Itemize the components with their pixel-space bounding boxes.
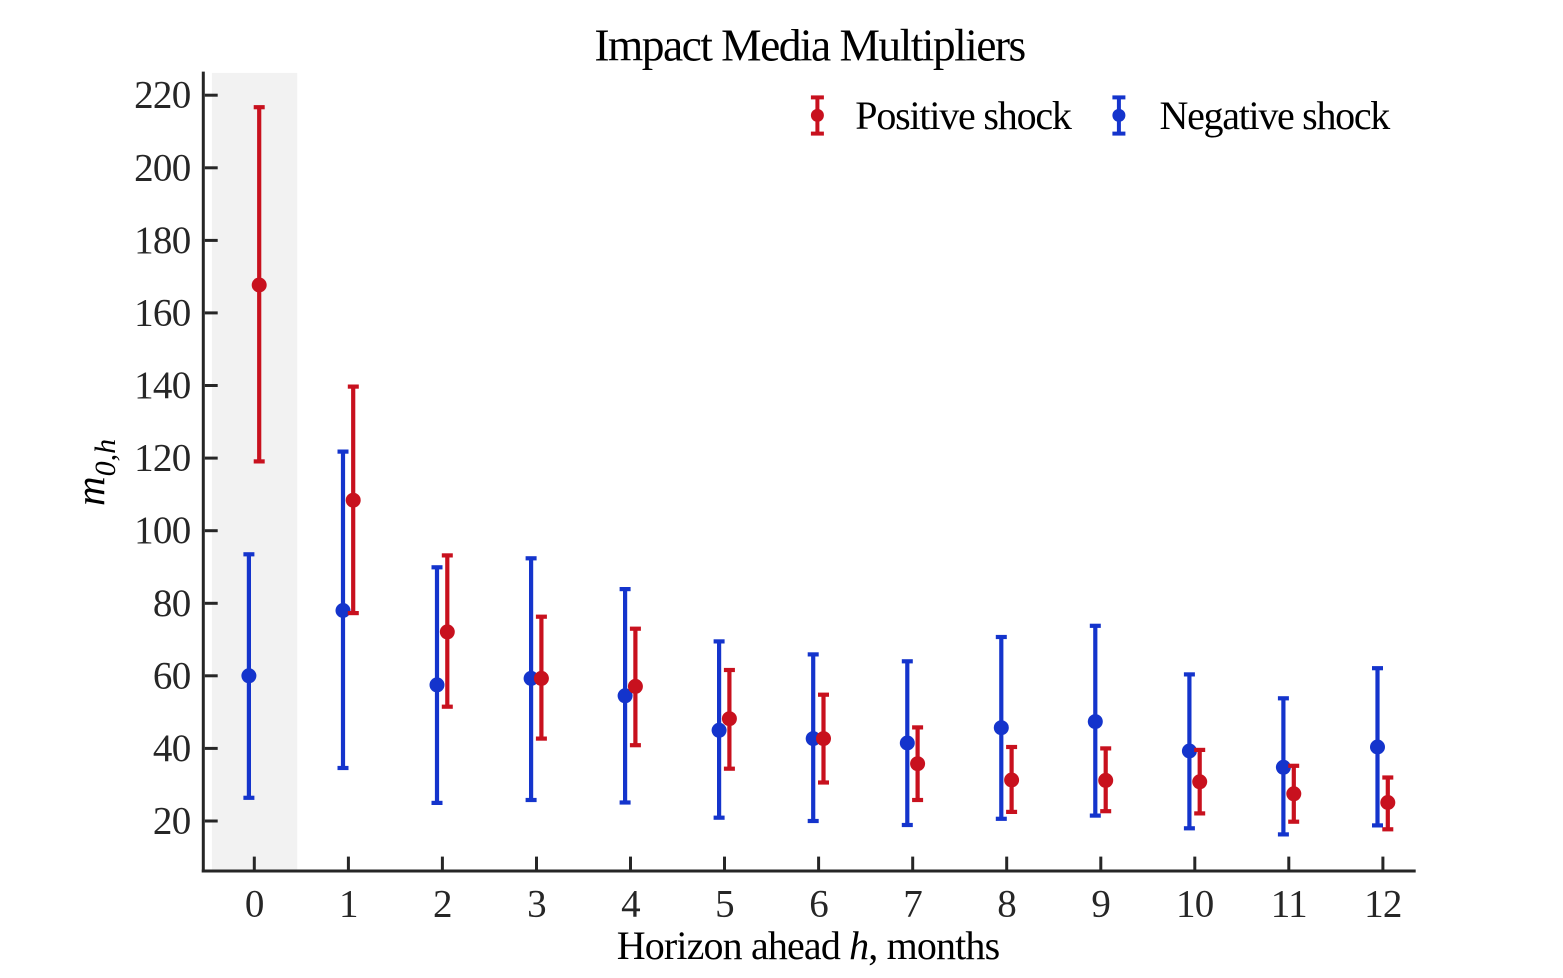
svg-text:4: 4	[621, 883, 640, 926]
svg-text:9: 9	[1091, 883, 1110, 926]
svg-text:Horizon ahead h, months: Horizon ahead h, months	[617, 923, 1000, 968]
svg-text:6: 6	[809, 883, 828, 926]
svg-text:160: 160	[134, 291, 191, 334]
svg-text:Impact Media Multipliers: Impact Media Multipliers	[594, 20, 1025, 71]
svg-text:3: 3	[527, 883, 546, 926]
svg-text:200: 200	[134, 146, 191, 189]
svg-text:2: 2	[433, 883, 452, 926]
svg-text:7: 7	[903, 883, 922, 926]
svg-text:8: 8	[997, 883, 1016, 926]
svg-text:12: 12	[1364, 883, 1402, 926]
svg-text:140: 140	[134, 364, 191, 407]
svg-text:80: 80	[153, 582, 191, 625]
svg-text:100: 100	[134, 509, 191, 552]
svg-text:60: 60	[153, 654, 191, 697]
svg-text:5: 5	[715, 883, 734, 926]
svg-text:0: 0	[245, 883, 264, 926]
svg-text:180: 180	[134, 219, 191, 262]
svg-text:Negative shock: Negative shock	[1160, 93, 1391, 138]
svg-text:Positive shock: Positive shock	[855, 93, 1072, 138]
svg-text:40: 40	[153, 727, 191, 770]
svg-text:220: 220	[134, 74, 191, 117]
svg-text:10: 10	[1176, 883, 1214, 926]
svg-text:120: 120	[134, 437, 191, 480]
svg-text:1: 1	[339, 883, 358, 926]
svg-text:20: 20	[153, 800, 191, 843]
svg-text:11: 11	[1271, 883, 1307, 926]
svg-text:m0,h: m0,h	[67, 439, 122, 506]
